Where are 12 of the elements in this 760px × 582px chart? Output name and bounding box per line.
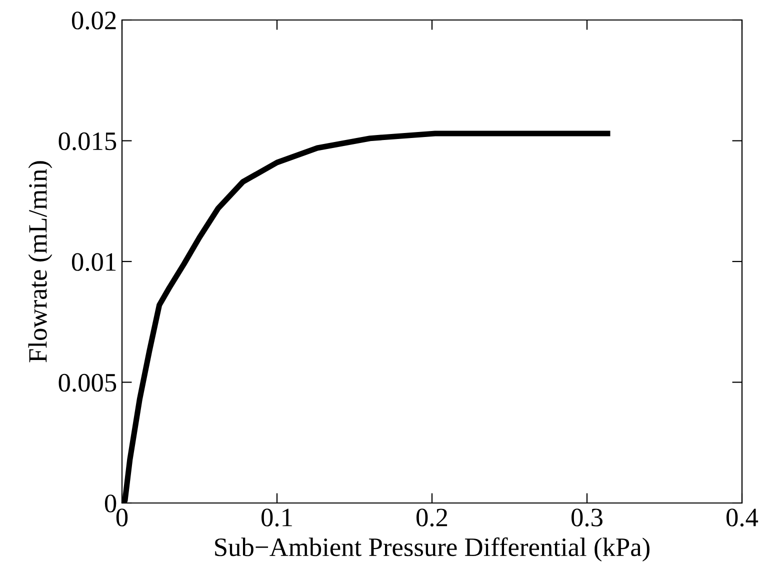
y-tick-label: 0.005 xyxy=(58,374,116,392)
x-tick-label: 0.2 xyxy=(416,508,448,527)
x-tick-label: 0.1 xyxy=(262,508,292,527)
y-axis-title: Flowrate (mL/min) xyxy=(28,161,52,362)
x-tick-label: 0.4 xyxy=(726,508,758,527)
y-tick-label: 0.015 xyxy=(58,132,116,150)
y-tick-label: 0.02 xyxy=(72,12,116,30)
x-tick-label: 0.3 xyxy=(572,508,602,527)
y-tick-label: 0 xyxy=(104,494,116,512)
y-tick-label: 0.01 xyxy=(72,253,116,272)
x-axis-title: Sub−Ambient Pressure Differential (kPa) xyxy=(215,537,650,562)
x-tick-label: 0 xyxy=(116,508,128,526)
